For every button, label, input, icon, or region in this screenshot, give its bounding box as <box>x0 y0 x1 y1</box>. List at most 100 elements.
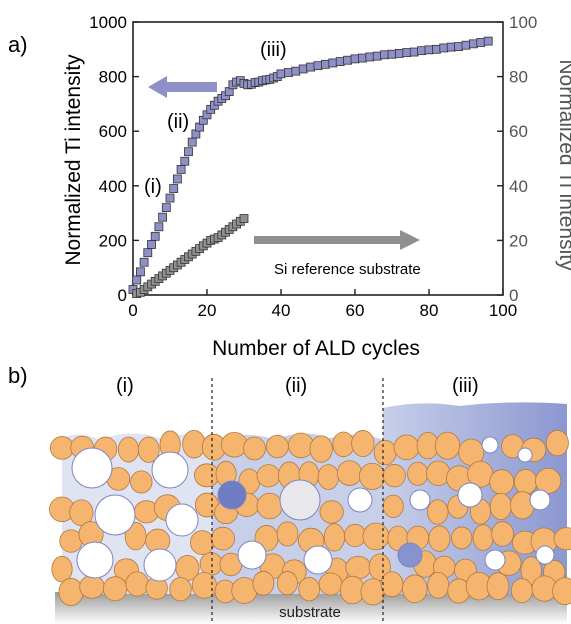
particle <box>552 577 571 606</box>
data-point-sample <box>357 53 367 63</box>
particle <box>486 572 510 601</box>
right-axis-arrow <box>254 230 420 250</box>
particle <box>545 429 569 457</box>
particle <box>345 555 372 580</box>
particle <box>124 522 147 551</box>
particle <box>102 576 128 602</box>
pore <box>303 545 333 575</box>
porous-film-schematic: substrate <box>49 378 571 624</box>
y-tick-label-right: 40 <box>509 177 528 196</box>
y-tick-label-left: 1000 <box>89 13 127 32</box>
particle <box>79 574 105 599</box>
x-tick-label: 100 <box>489 301 517 320</box>
annotation-ii: (ii) <box>167 111 189 133</box>
particle <box>256 492 283 520</box>
particle <box>182 429 206 459</box>
plot-area: 0 200 400 600 800 1000 0 20 40 60 80 100 0 20 40 60 80… <box>89 13 537 320</box>
data-point-sample <box>328 58 338 68</box>
x-tick-label: 20 <box>198 301 217 320</box>
data-point-sample <box>165 193 175 203</box>
particle <box>434 431 461 460</box>
pore <box>76 541 114 579</box>
data-point-sample <box>483 36 493 46</box>
particle <box>332 431 355 458</box>
data-point-sample <box>283 68 293 77</box>
data-point-sample <box>387 49 397 59</box>
y-tick-label-left: 400 <box>99 177 127 196</box>
data-point-sample <box>402 48 412 57</box>
x-axis-label: Number of ALD cycles <box>212 337 420 360</box>
particle <box>382 494 404 518</box>
y-axis-label-left: Normalized Ti intensity <box>62 54 85 266</box>
data-point-sample <box>431 44 441 54</box>
panel-a-label: a) <box>8 32 28 57</box>
data-point-sample <box>135 267 145 277</box>
particle <box>319 500 344 524</box>
particle <box>256 464 281 488</box>
annotation-i: (i) <box>144 176 162 198</box>
data-point-sample <box>143 248 153 258</box>
series-layer <box>128 36 493 299</box>
particle <box>130 470 153 494</box>
particle <box>489 469 515 495</box>
particle <box>373 439 397 466</box>
particle <box>450 526 473 550</box>
data-point-sample <box>446 42 456 52</box>
particle <box>220 431 248 458</box>
particle <box>358 462 386 490</box>
data-point-sample <box>372 51 382 61</box>
data-point-sample <box>158 212 168 222</box>
data-point-sample <box>184 147 193 157</box>
y-tick-label-left: 200 <box>99 231 127 250</box>
particle <box>323 523 346 552</box>
data-point-sample <box>172 174 182 184</box>
data-point-sample <box>180 156 190 166</box>
particle <box>427 571 450 599</box>
data-point-sample <box>343 55 353 65</box>
particle <box>368 553 391 581</box>
si-reference-label: Si reference substrate <box>274 261 421 278</box>
particle <box>472 524 494 551</box>
data-point-sample <box>335 57 345 66</box>
pore <box>165 503 199 537</box>
data-point-sample <box>394 48 404 58</box>
data-point-sample <box>154 222 164 232</box>
right-ticks: 0 20 40 60 80 100 <box>497 13 537 305</box>
data-point-sample <box>169 184 179 193</box>
data-point-si-reference <box>239 214 249 223</box>
annotation-iii: (iii) <box>260 39 287 61</box>
particle <box>318 572 343 596</box>
particle <box>380 571 404 598</box>
particle <box>489 492 512 521</box>
data-point-sample <box>298 64 308 74</box>
pore <box>517 447 533 463</box>
y-tick-label-right: 80 <box>509 68 528 87</box>
particle <box>49 436 75 460</box>
pore <box>484 549 506 571</box>
particle <box>265 434 289 459</box>
particle <box>51 555 73 583</box>
particle <box>169 577 192 602</box>
particle <box>317 464 340 490</box>
particle <box>362 522 390 551</box>
data-point-sample <box>409 47 419 57</box>
pore <box>151 451 189 489</box>
data-point-sample <box>468 39 478 49</box>
data-point-sample <box>424 45 434 55</box>
particle <box>210 526 235 551</box>
substrate-label: substrate <box>279 604 341 621</box>
pore <box>529 489 551 511</box>
panel-b-label: b) <box>8 363 28 388</box>
pore <box>409 489 431 511</box>
particle <box>243 436 266 461</box>
particle <box>510 578 533 604</box>
pore <box>347 487 373 513</box>
particle <box>428 525 451 552</box>
data-point-sample <box>417 46 427 56</box>
left-axis-arrow <box>148 76 217 98</box>
pore <box>94 494 136 536</box>
y-tick-label-right: 60 <box>509 122 528 141</box>
particle <box>351 430 375 457</box>
pore <box>457 482 483 508</box>
data-point-sample <box>454 42 464 51</box>
